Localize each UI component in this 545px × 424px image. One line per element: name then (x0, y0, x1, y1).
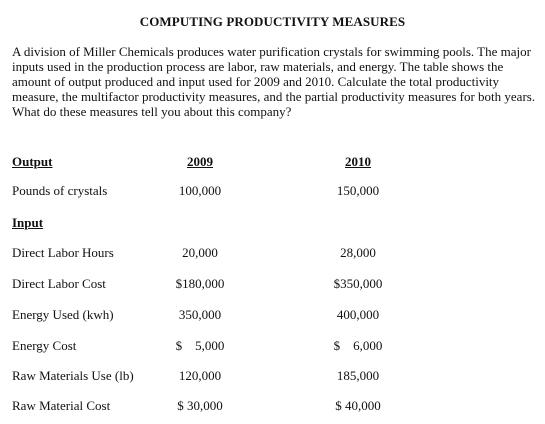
table-row: Direct Labor Cost $180,000 $350,000 (0, 276, 545, 292)
value-2010: 150,000 (336, 183, 380, 198)
table-row: Pounds of crystals 100,000 150,000 (0, 183, 545, 199)
table-header-row: Output 2009 2010 (0, 154, 545, 170)
value-2010: $350,000 (333, 276, 383, 291)
table-row: Raw Materials Use (lb) 120,000 185,000 (0, 368, 545, 384)
table-row: Raw Material Cost $ 30,000 $ 40,000 (0, 398, 545, 414)
row-label: Pounds of crystals (12, 183, 108, 198)
input-header: Input (12, 215, 44, 230)
year-2010-header: 2010 (345, 154, 371, 169)
value-2010: $ 40,000 (335, 398, 381, 413)
value-2010: $ 6,000 (333, 338, 383, 353)
output-header: Output (12, 154, 53, 169)
value-2010: 185,000 (336, 368, 380, 383)
value-2009: 20,000 (182, 245, 218, 260)
row-label: Direct Labor Hours (12, 245, 114, 260)
value-2009: 100,000 (178, 183, 222, 198)
input-header-row: Input (0, 215, 545, 231)
year-2009-header: 2009 (187, 154, 213, 169)
row-label: Direct Labor Cost (12, 276, 106, 291)
value-2009: $180,000 (175, 276, 225, 291)
table-row: Energy Used (kwh) 350,000 400,000 (0, 307, 545, 323)
value-2010: 400,000 (336, 307, 380, 322)
table-row: Energy Cost $ 5,000 $ 6,000 (0, 338, 545, 354)
row-label: Raw Material Cost (12, 398, 111, 413)
value-2009: 350,000 (178, 307, 222, 322)
row-label: Raw Materials Use (lb) (12, 368, 134, 383)
value-2010: 28,000 (340, 245, 376, 260)
row-label: Energy Cost (12, 338, 77, 353)
table-row: Direct Labor Hours 20,000 28,000 (0, 245, 545, 261)
problem-paragraph: A division of Miller Chemicals produces … (12, 44, 536, 119)
page-title: COMPUTING PRODUCTIVITY MEASURES (139, 14, 406, 29)
value-2009: 120,000 (178, 368, 222, 383)
row-label: Energy Used (kwh) (12, 307, 114, 322)
value-2009: $ 30,000 (177, 398, 223, 413)
value-2009: $ 5,000 (175, 338, 225, 353)
